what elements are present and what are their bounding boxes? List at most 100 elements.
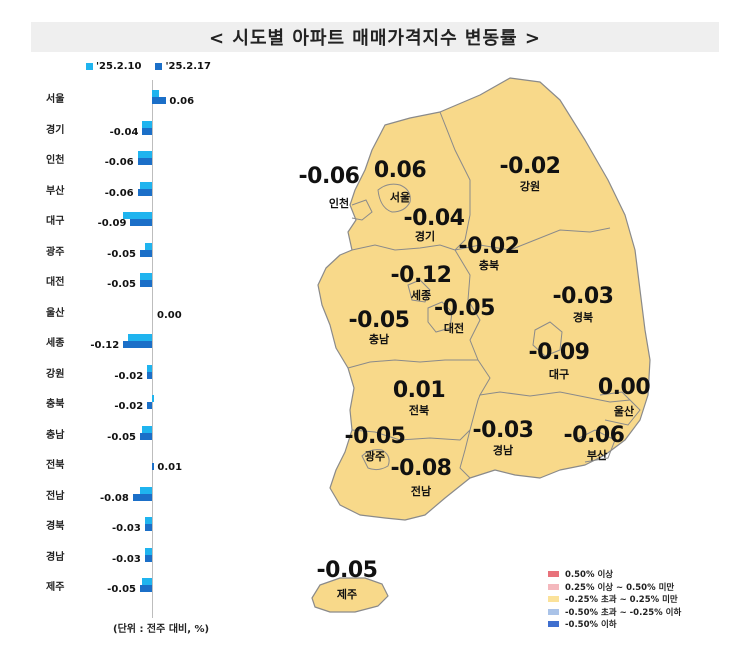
- bar-row: 인천 -0.06: [0, 151, 260, 181]
- bar-this-week: [147, 402, 152, 409]
- data-label: -0.09: [97, 218, 127, 229]
- bar-this-week: [140, 280, 152, 287]
- map-label-sejong: -0.12 세종: [386, 263, 456, 303]
- map-value-gyeonggi: -0.04: [403, 206, 465, 231]
- bar-prev-week: [152, 395, 155, 402]
- bar-row: 제주 -0.05: [0, 578, 260, 608]
- map-label-gyeongnam: -0.03 경남: [468, 418, 538, 458]
- category-label: 세종: [46, 338, 65, 349]
- data-label: 0.00: [157, 309, 182, 321]
- category-label: 전북: [46, 460, 65, 471]
- map-legend-item: -0.50% 초과 ~ -0.25% 이하: [548, 606, 681, 619]
- map-value-busan: -0.06: [563, 423, 625, 448]
- bar-this-week: [123, 341, 152, 348]
- bar-row: 서울 0.06: [0, 90, 260, 120]
- map-name-sejong: 세종: [410, 289, 432, 302]
- map-label-chungnam: -0.05 충남: [344, 308, 414, 347]
- map-value-chungbuk: -0.02: [458, 234, 520, 259]
- bar-this-week: [144, 554, 152, 562]
- legend-label-this: '25.2.17: [165, 61, 211, 72]
- map-name-chungnam: 충남: [368, 333, 390, 346]
- map-name-jeonbuk: 전북: [408, 404, 430, 417]
- map-legend-swatch: [548, 608, 559, 615]
- bar-prev-week: [142, 578, 152, 585]
- legend-item-prev-week: '25.2.10: [86, 61, 141, 72]
- map-label-busan: -0.06 부산: [562, 423, 626, 463]
- map-value-jeju: -0.05: [316, 558, 378, 583]
- map-label-seoul: 0.06 서울: [372, 160, 428, 205]
- map-name-gyeongnam: 경남: [492, 444, 514, 457]
- map-value-sejong: -0.12: [390, 263, 452, 288]
- map-legend-label: 0.50% 이상: [565, 570, 614, 581]
- map-name-busan: 부산: [586, 449, 608, 462]
- category-label: 대구: [46, 216, 65, 227]
- bar-row: 대구 -0.09: [0, 212, 260, 242]
- data-label: -0.05: [107, 279, 136, 290]
- map-name-gangwon: 강원: [519, 180, 541, 193]
- map-name-gyeonggi: 경기: [414, 230, 436, 243]
- map-legend-item: 0.50% 이상: [548, 568, 681, 581]
- category-label: 서울: [46, 94, 65, 105]
- bar-this-week: [130, 219, 152, 226]
- map-label-gwangju: -0.05 광주: [340, 424, 410, 464]
- data-label: -0.12: [90, 340, 120, 351]
- data-label: -0.05: [107, 431, 136, 443]
- bar-prev-week: [142, 120, 152, 128]
- bar-prev-week: [140, 486, 152, 494]
- data-label: -0.03: [111, 553, 141, 565]
- bar-row: 경기 -0.04: [0, 120, 260, 151]
- map-name-chungbuk: 충북: [478, 259, 500, 272]
- data-label: -0.03: [111, 523, 141, 534]
- jeju-shape: [311, 577, 389, 613]
- map-legend-item: -0.50% 이하: [548, 618, 681, 631]
- bar-this-week: [147, 371, 152, 379]
- map-legend-label: 0.25% 이상 ~ 0.50% 미만: [565, 582, 675, 593]
- legend-label-prev: '25.2.10: [96, 61, 142, 72]
- map-value-gyeongbuk: -0.03: [552, 284, 614, 309]
- category-label: 충북: [46, 399, 65, 410]
- map-name-ulsan: 울산: [613, 405, 635, 418]
- legend-swatch-this: [155, 63, 163, 70]
- bar-prev-week: [142, 425, 152, 433]
- data-label: 0.01: [157, 462, 183, 473]
- bar-row: 충남 -0.05: [0, 425, 260, 456]
- bar-prev-week: [144, 547, 152, 555]
- category-label: 광주: [46, 246, 65, 258]
- map-label-ulsan: 0.00 울산: [594, 377, 654, 419]
- legend-item-this-week: '25.2.17: [155, 61, 211, 72]
- unit-note: (단위 : 전주 대비, %): [113, 624, 210, 635]
- map-legend-swatch: [548, 571, 559, 578]
- map-value-chungnam: -0.05: [348, 308, 410, 333]
- map-name-jeju: 제주: [336, 588, 358, 601]
- data-label: -0.02: [114, 401, 144, 412]
- map-name-incheon: 인천: [328, 197, 350, 210]
- map-value-gangwon: -0.02: [499, 154, 561, 179]
- bar-row: 경남 -0.03: [0, 547, 260, 578]
- bar-row: 경북 -0.03: [0, 517, 260, 547]
- bar-this-week: [140, 432, 152, 440]
- map-name-seoul: 서울: [389, 191, 411, 204]
- data-label: 0.06: [169, 96, 195, 107]
- category-label: 울산: [46, 307, 65, 319]
- data-label: -0.06: [104, 187, 134, 199]
- data-label: -0.05: [107, 584, 136, 595]
- bar-prev-week: [147, 364, 152, 372]
- bar-prev-week: [144, 242, 152, 250]
- mainland-shape: [317, 77, 651, 521]
- zero-axis: [152, 80, 153, 618]
- bar-row: 충북 -0.02: [0, 395, 260, 425]
- map-label-daejeon: -0.05 대전: [434, 298, 495, 336]
- map-value-gwangju: -0.05: [344, 424, 406, 449]
- bar-row: 울산 0.00: [0, 304, 260, 334]
- map-name-daegu: 대구: [548, 368, 570, 381]
- map-label-jeju: -0.05 제주: [312, 558, 382, 602]
- category-label: 전남: [46, 490, 65, 502]
- map-label-incheon: -0.06 인천: [296, 166, 362, 211]
- category-label: 부산: [46, 185, 65, 197]
- bar-row: 광주 -0.05: [0, 242, 260, 273]
- map-value-gyeongnam: -0.03: [472, 418, 534, 443]
- legend-swatch-prev: [86, 63, 93, 70]
- map-value-daegu: -0.09: [528, 340, 590, 365]
- bar-prev-week: [137, 151, 152, 158]
- bar-this-week: [140, 249, 152, 257]
